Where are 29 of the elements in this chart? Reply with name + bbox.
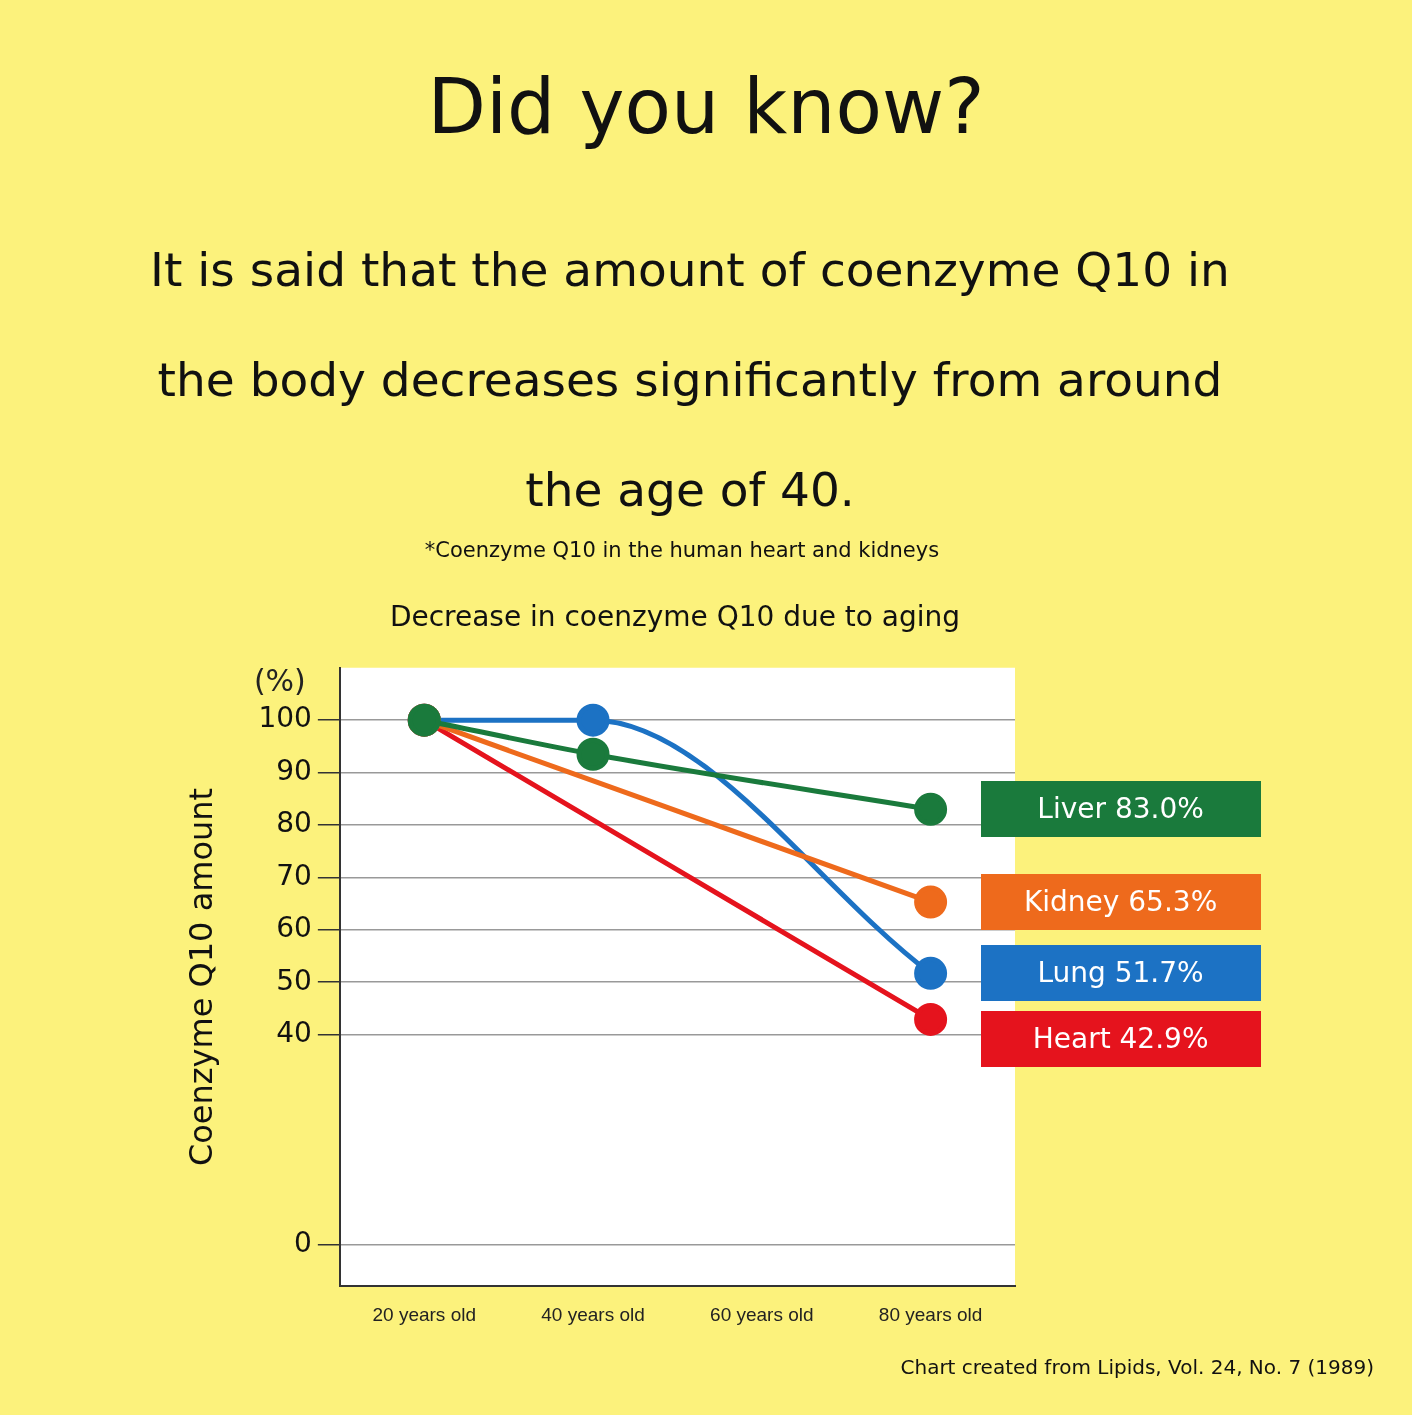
callout-tag: Liver 83.0% — [980, 781, 1261, 838]
y-tick-label: 90 — [276, 753, 312, 787]
y-tick-label: 50 — [276, 963, 312, 997]
point — [914, 792, 948, 826]
chart-subtitle: It is said that the amount of coenzyme Q10 in the body decreases significantly from around the age of 40. — [150, 242, 1230, 517]
chart-title: Did you know? — [426, 62, 986, 151]
point — [914, 956, 948, 990]
callout-tag: Kidney 65.3% — [980, 874, 1261, 931]
y-tick-label: 60 — [276, 911, 312, 945]
point — [576, 703, 610, 737]
x-tick-label: 60 years old — [710, 1303, 814, 1325]
callout-tag: Heart 42.9% — [980, 1011, 1261, 1068]
point — [914, 1002, 948, 1036]
point — [914, 885, 948, 919]
text: (%) — [253, 662, 306, 698]
text: *Coenzyme Q10 in the human heart and kidneys — [423, 538, 941, 562]
y-axis-title: Coenzyme Q10 amount — [181, 787, 220, 1167]
x-tick-label: 20 years old — [372, 1303, 476, 1325]
x-tick-label: 40 years old — [541, 1303, 645, 1325]
x-tick-label: 80 years old — [878, 1303, 983, 1325]
y-tick-label: 80 — [276, 806, 312, 840]
y-tick-label: 40 — [276, 1015, 312, 1049]
point — [576, 737, 610, 771]
y-tick-label: 100 — [258, 701, 312, 735]
y-tick-label: 70 — [276, 858, 312, 892]
text: Chart created from Lipids, Vol. 24, No. 7 (1989) — [900, 1355, 1374, 1379]
y-tick-label: 0 — [294, 1225, 312, 1259]
text: Decrease in coenzyme Q10 due to aging — [388, 600, 962, 633]
callout-tag: Lung 51.7% — [980, 945, 1261, 1002]
